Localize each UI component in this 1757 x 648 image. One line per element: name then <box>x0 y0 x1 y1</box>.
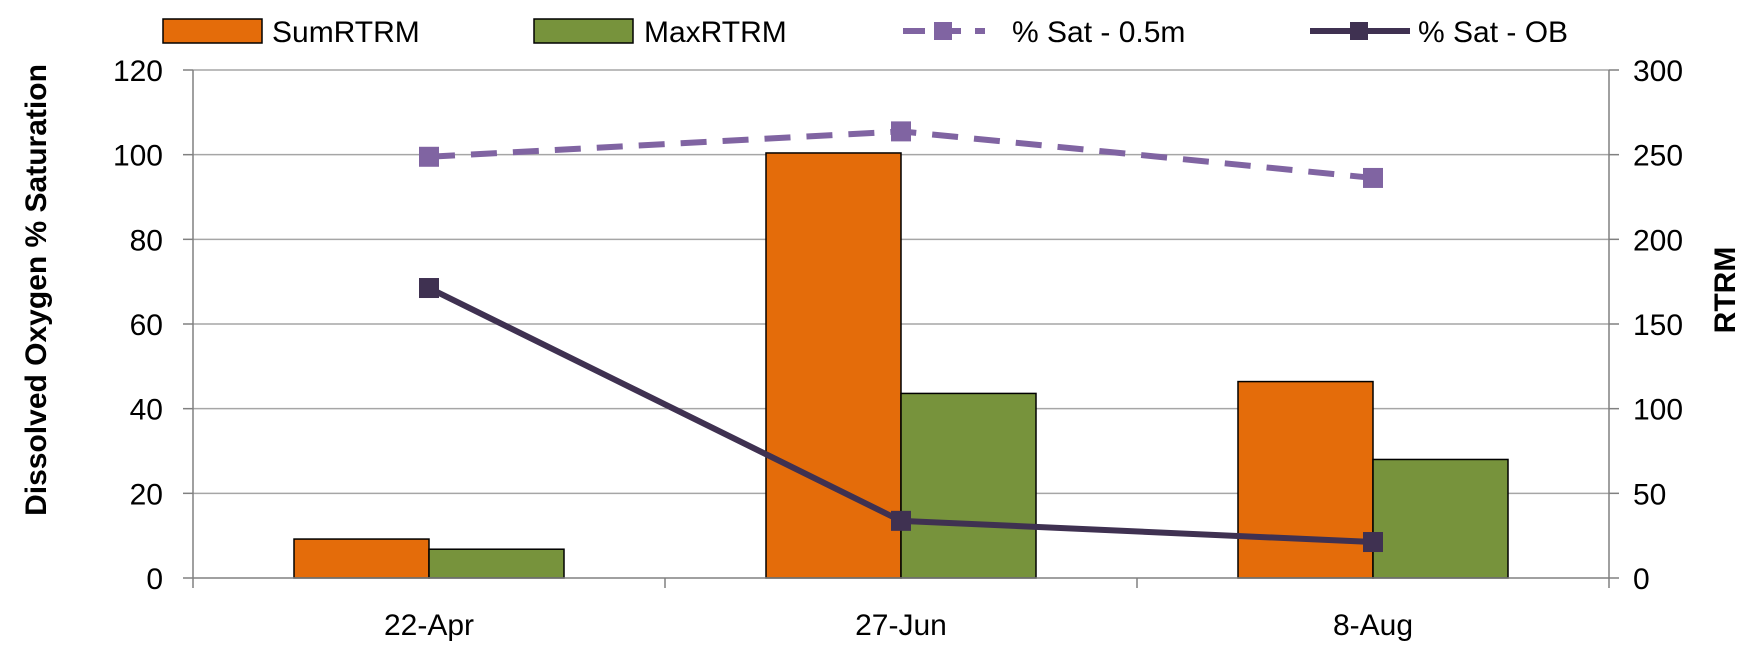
legend: SumRTRM MaxRTRM % Sat - 0.5m % Sat - OB <box>162 16 1568 49</box>
right-tick-label: 250 <box>1633 140 1683 173</box>
legend-swatch-maxrtrm <box>533 18 634 44</box>
marker-sat-ob-8-aug <box>1363 532 1383 553</box>
left-tick-label: 80 <box>130 224 163 257</box>
marker-sat-ob-22-apr <box>419 278 439 299</box>
right-tick-label: 300 <box>1633 55 1683 88</box>
marker-sat-0-5m-22-apr <box>419 146 439 167</box>
legend-marker-sat-05m <box>934 22 952 40</box>
left-tick-label: 60 <box>130 309 163 342</box>
lines <box>419 121 1383 553</box>
legend-label-sumrtrm: SumRTRM <box>272 16 420 49</box>
right-tick-label: 150 <box>1633 309 1683 342</box>
left-tick-label: 20 <box>130 478 163 511</box>
legend-label-sat-05m: % Sat - 0.5m <box>1012 16 1185 49</box>
left-axis-title: Dissolved Oxygen % Saturation <box>20 64 53 516</box>
bar-maxrtrm-22-apr <box>428 548 565 579</box>
x-tick-label: 22-Apr <box>384 609 474 642</box>
marker-sat-0-5m-8-aug <box>1363 167 1383 188</box>
bar-maxrtrm-27-jun <box>900 392 1037 579</box>
right-axis-title: RTRM <box>1709 247 1742 334</box>
axes <box>183 69 1619 588</box>
right-tick-label: 0 <box>1633 563 1650 596</box>
left-tick-label: 120 <box>113 55 163 88</box>
left-tick-label: 100 <box>113 140 163 173</box>
marker-sat-ob-27-jun <box>891 510 911 531</box>
left-tick-label: 0 <box>146 563 163 596</box>
left-tick-label: 40 <box>130 394 163 427</box>
bar-sumrtrm-27-jun <box>765 152 902 579</box>
bar-sumrtrm-8-aug <box>1237 380 1374 579</box>
right-tick-label: 50 <box>1633 478 1666 511</box>
right-tick-label: 200 <box>1633 224 1683 257</box>
x-tick-label: 8-Aug <box>1333 609 1413 642</box>
legend-marker-sat-ob <box>1350 22 1368 40</box>
legend-label-sat-ob: % Sat - OB <box>1418 16 1568 49</box>
marker-sat-0-5m-27-jun <box>891 121 911 142</box>
x-tick-label: 27-Jun <box>855 609 947 642</box>
legend-label-maxrtrm: MaxRTRM <box>644 16 787 49</box>
bar-maxrtrm-8-aug <box>1372 458 1509 579</box>
tick-labels: 0 20 40 60 80 100 120 0 50 100 150 200 250 300 22-Apr 2… <box>113 55 1683 642</box>
right-tick-label: 100 <box>1633 394 1683 427</box>
legend-swatch-sumrtrm <box>162 18 263 44</box>
bar-sumrtrm-22-apr <box>293 538 430 579</box>
bars <box>293 152 1509 579</box>
